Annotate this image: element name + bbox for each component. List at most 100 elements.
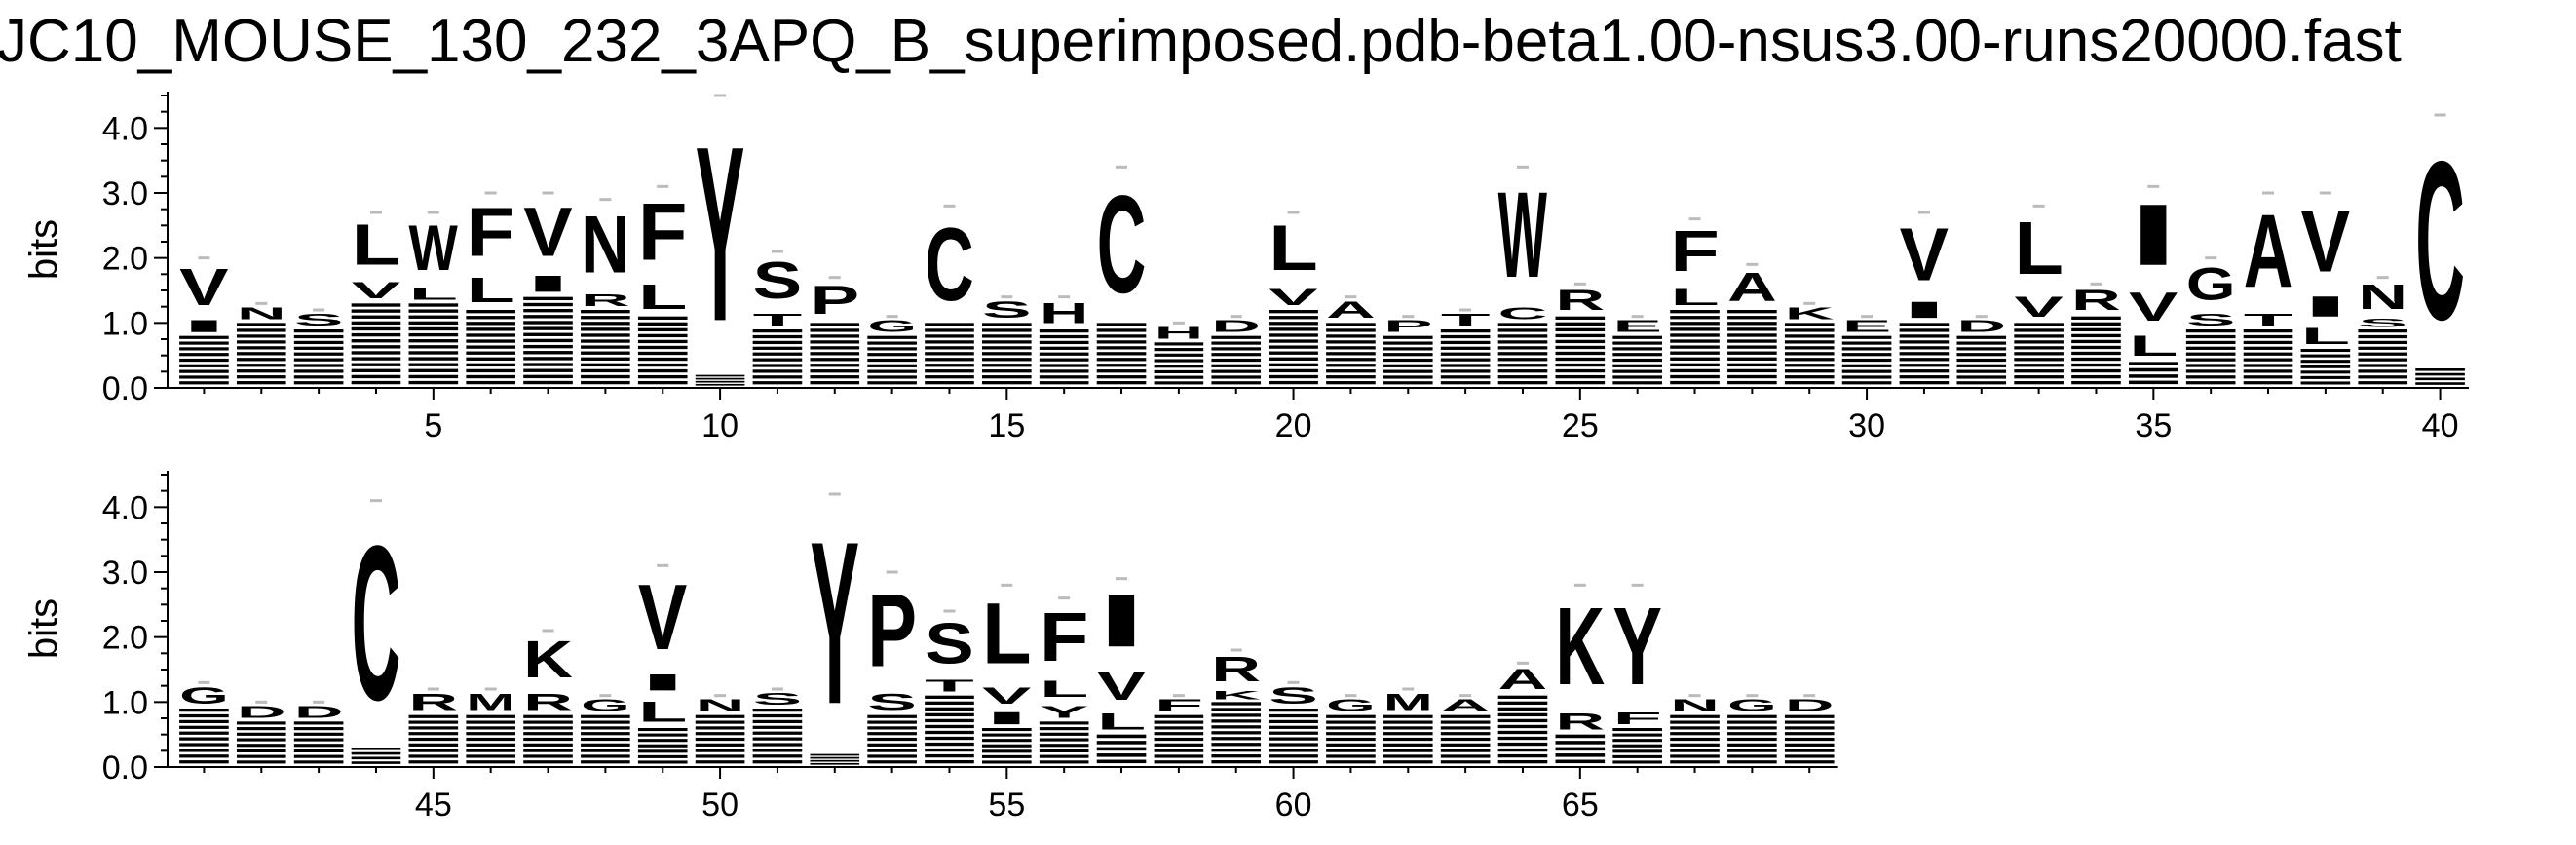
logo-minor-residues xyxy=(1841,335,1892,339)
logo-minor-residues xyxy=(1670,327,1720,331)
logo-minor-residues xyxy=(1383,369,1433,373)
logo-minor-residues xyxy=(695,720,745,724)
logo-minor-residues xyxy=(1727,754,1777,758)
x-tick-label: 35 xyxy=(2135,407,2172,444)
logo-minor-residues xyxy=(1727,368,1777,373)
logo-minor-residues xyxy=(1841,341,1892,345)
logo-column-54: TS xyxy=(925,609,974,764)
logo-minor-residues xyxy=(523,315,573,319)
logo-minor-residues xyxy=(1154,375,1204,379)
logo-letter-I: I xyxy=(523,271,573,297)
logo-minor-residues xyxy=(1440,358,1491,362)
logo-minor-residues xyxy=(1670,720,1720,724)
logo-minor-residues xyxy=(637,760,688,764)
logo-minor-residues xyxy=(637,733,688,737)
logo-column-56: YLF xyxy=(1039,596,1089,764)
logo-column-28: A xyxy=(1727,262,1777,385)
logo-minor-residues xyxy=(1326,352,1376,356)
logo-minor-residues xyxy=(1497,730,1548,735)
logo-minor-residues xyxy=(466,310,515,314)
logo-minor-residues xyxy=(581,363,630,367)
logo-minor-residues xyxy=(2300,349,2351,353)
logo-column-44: C xyxy=(351,499,401,764)
logo-minor-residues xyxy=(925,369,974,373)
logo-minor-residues xyxy=(179,743,229,747)
logo-minor-residues xyxy=(1383,737,1433,742)
logo-letter-S: S xyxy=(982,297,1032,324)
logo-minor-residues xyxy=(408,315,459,319)
logo-minor-residues xyxy=(1211,737,1262,741)
logo-minor-residues xyxy=(466,357,515,361)
logo-minor-residues xyxy=(523,351,573,355)
logo-minor-residues xyxy=(1727,322,1777,326)
logo-minor-residues xyxy=(1383,341,1433,345)
logo-minor-residues xyxy=(1670,351,1720,355)
logo-minor-residues xyxy=(1956,358,2007,363)
logo-minor-residues xyxy=(752,743,803,747)
logo-minor-residues xyxy=(351,368,401,373)
logo-minor-residues xyxy=(179,713,229,718)
logo-minor-residues xyxy=(1956,375,2007,379)
logo-minor-residues xyxy=(637,333,688,338)
logo-minor-residues xyxy=(1326,323,1376,326)
logo-minor-residues xyxy=(810,340,860,344)
logo-minor-residues xyxy=(2185,346,2236,350)
logo-letter-I: I xyxy=(638,670,688,696)
logo-minor-residues xyxy=(1497,718,1548,723)
logo-minor-residues xyxy=(581,351,630,355)
x-tick-label: 10 xyxy=(701,407,739,444)
logo-letter-H: H xyxy=(1040,297,1089,329)
logo-minor-residues xyxy=(1096,741,1147,745)
logo-minor-residues xyxy=(1211,375,1262,379)
logo-minor-residues xyxy=(1612,754,1662,758)
logo-letter-V: V xyxy=(1269,284,1317,310)
logo-minor-residues xyxy=(982,728,1032,732)
logo-minor-residues xyxy=(2071,351,2121,356)
logo-minor-residues xyxy=(1039,329,1089,333)
logo-minor-residues xyxy=(1899,364,1950,367)
logo-minor-residues xyxy=(982,352,1032,356)
logo-minor-residues xyxy=(1440,381,1491,385)
logo-minor-residues xyxy=(925,352,974,356)
logo-letter-N: N xyxy=(237,303,286,323)
logo-minor-residues xyxy=(2129,362,2178,365)
x-tick-label: 25 xyxy=(1562,407,1599,444)
logo-minor-residues xyxy=(236,381,286,385)
logo-minor-residues xyxy=(1784,364,1835,367)
logo-minor-residues xyxy=(752,375,803,379)
logo-letter-T: T xyxy=(925,676,974,696)
logo-column-61: G xyxy=(1326,694,1376,764)
logo-minor-residues xyxy=(1039,721,1089,725)
logo-minor-residues xyxy=(2185,375,2236,379)
logo-minor-residues xyxy=(752,709,803,712)
logo-minor-residues xyxy=(752,364,803,367)
logo-minor-residues xyxy=(2358,381,2408,385)
logo-minor-residues xyxy=(2243,340,2293,345)
logo-minor-residues xyxy=(2014,340,2064,344)
logo-letter-F: F xyxy=(1612,709,1662,728)
logo-letter-L: L xyxy=(2014,206,2064,290)
logo-letter-F: F xyxy=(1670,219,1720,284)
logo-minor-residues xyxy=(466,368,515,373)
logo-minor-residues xyxy=(1269,310,1318,314)
logo-minor-residues xyxy=(1727,333,1777,337)
logo-letter-M: M xyxy=(1383,689,1433,715)
logo-minor-residues xyxy=(1670,333,1720,337)
logo-minor-residues xyxy=(179,364,229,367)
logo-minor-residues xyxy=(867,381,917,385)
logo-minor-residues xyxy=(1383,364,1433,367)
logo-minor-residues xyxy=(1039,358,1089,362)
logo-minor-residues xyxy=(2071,363,2121,367)
logo-letter-F: F xyxy=(1040,598,1089,675)
logo-minor-residues xyxy=(2014,323,2064,326)
logo-letter-L: L xyxy=(638,696,688,728)
logo-column-42: D xyxy=(236,700,286,764)
logo-letter-L: L xyxy=(1097,709,1147,735)
logo-minor-residues xyxy=(1784,381,1835,385)
logo-minor-residues xyxy=(1841,381,1892,385)
logo-minor-residues xyxy=(695,374,745,377)
logo-minor-residues xyxy=(408,351,459,355)
logo-minor-residues xyxy=(1383,381,1433,385)
logo-letter-P: P xyxy=(810,278,859,323)
logo-minor-residues xyxy=(1326,714,1376,718)
